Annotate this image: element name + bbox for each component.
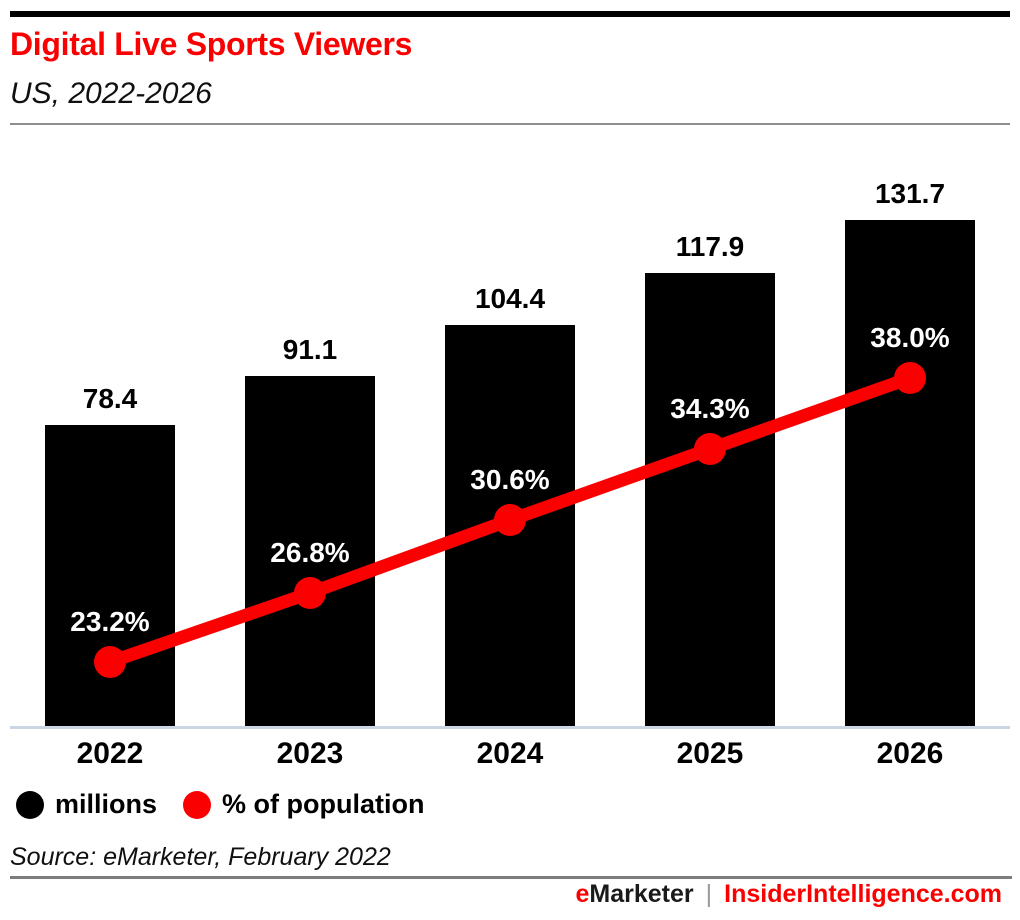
brand-footer: e Marketer | InsiderIntelligence.com [576, 880, 1003, 909]
pct-dot-2026 [894, 362, 926, 394]
x-axis-label-2025: 2025 [676, 737, 744, 770]
chart-title: Digital Live Sports Viewers [10, 26, 413, 62]
bar-value-label-2024: 104.4 [474, 283, 546, 314]
bar-2023 [245, 376, 375, 726]
pct-label-2025: 34.3% [670, 393, 750, 424]
x-axis-label-2024: 2024 [476, 737, 544, 770]
brand-emarketer-e: e [575, 880, 590, 908]
pct-dot-2025 [694, 433, 726, 465]
legend-item-pct-of-population: % of population [183, 789, 424, 820]
x-axis-label-2026: 2026 [876, 737, 944, 770]
x-axis-label-2022: 2022 [76, 737, 144, 770]
bottom-divider [10, 876, 1012, 879]
pct-label-2023: 26.8% [270, 537, 350, 568]
pct-of-population-swatch-icon [183, 790, 211, 819]
x-axis-label-2023: 2023 [276, 737, 344, 770]
legend-item-millions: millions [16, 789, 157, 820]
brand-separator: | [705, 880, 713, 908]
pct-label-2022: 23.2% [70, 606, 150, 637]
legend-label-millions: millions [55, 789, 158, 819]
millions-swatch-icon [16, 790, 44, 819]
bar-2025 [645, 273, 775, 726]
pct-dot-2022 [94, 646, 126, 678]
source-note: Source: eMarketer, February 2022 [10, 843, 391, 871]
pct-label-2024: 30.6% [470, 464, 550, 495]
top-rule [10, 11, 1010, 17]
brand-site-link: InsiderIntelligence.com [724, 880, 1002, 908]
pct-dot-2023 [294, 577, 326, 609]
bar-value-label-2026: 131.7 [874, 178, 946, 209]
bar-value-label-2023: 91.1 [282, 334, 338, 365]
pct-label-2026: 38.0% [870, 322, 950, 353]
pct-dot-2024 [494, 504, 526, 536]
header-divider [10, 123, 1010, 125]
bar-value-label-2025: 117.9 [675, 231, 745, 262]
legend-label-pct-of-population: % of population [222, 789, 425, 819]
chart-subtitle: US, 2022-2026 [10, 77, 212, 110]
brand-emarketer-rest: Marketer [589, 880, 694, 908]
legend: millions % of population [0, 789, 1020, 823]
bar-2026 [845, 220, 975, 726]
x-axis-baseline [10, 726, 1010, 729]
bar-value-label-2022: 78.4 [82, 383, 138, 414]
